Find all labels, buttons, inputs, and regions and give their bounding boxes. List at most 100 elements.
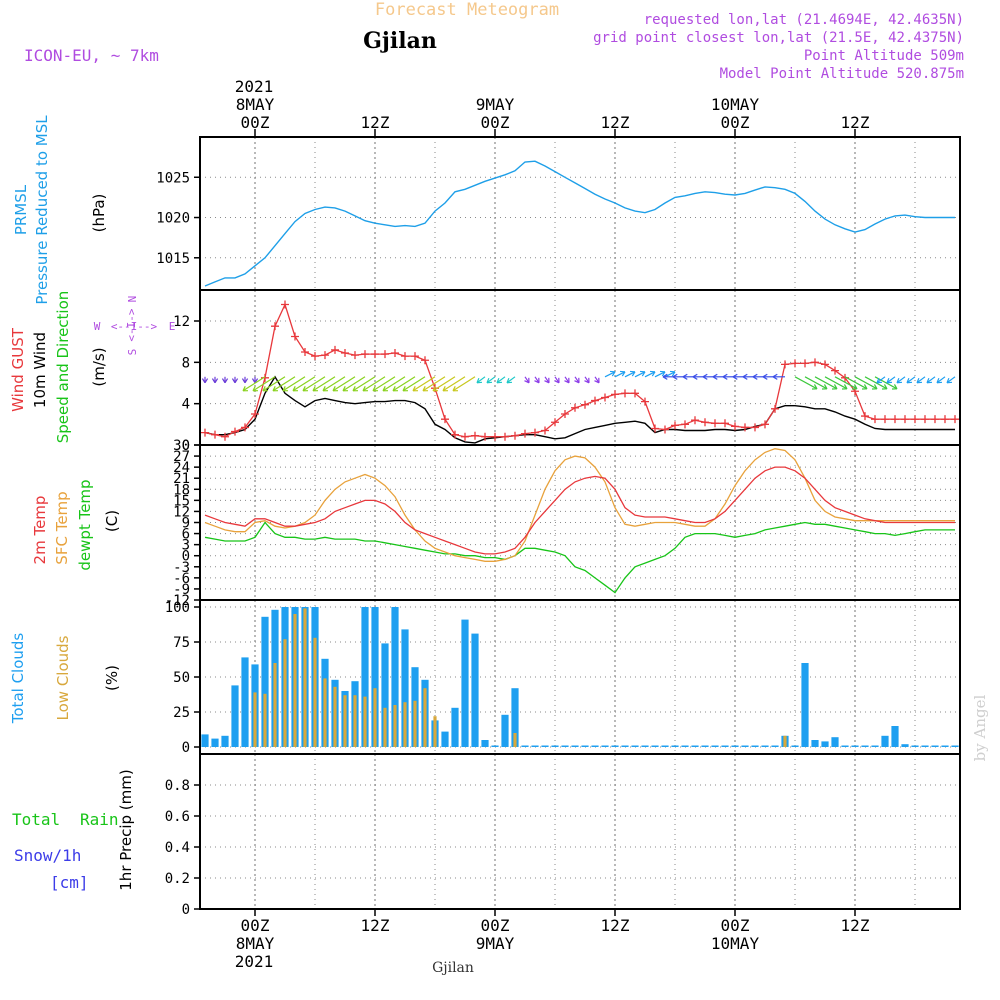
top-time-label: 00Z	[241, 113, 270, 132]
total-cloud-bar	[221, 735, 229, 747]
total-cloud-bar	[691, 745, 699, 747]
gust-marker	[901, 415, 909, 424]
wind-direction-arrowhead	[821, 384, 828, 390]
gust-marker	[751, 423, 759, 432]
top-time-label: 12Z	[361, 113, 390, 132]
snow-label: Snow/1h	[14, 846, 81, 865]
low-cloud-bar	[253, 692, 257, 747]
total-cloud-bar	[391, 607, 399, 747]
top-date-label: 8MAY	[236, 95, 275, 114]
low-cloud-bar	[293, 614, 297, 747]
gust-marker	[221, 432, 229, 441]
wind-direction-arrowhead	[524, 377, 530, 384]
wind-tick-label: 8	[182, 355, 190, 371]
compass-south: S	[126, 349, 139, 356]
top-time-label: 12Z	[601, 113, 630, 132]
gust-marker	[531, 428, 539, 437]
model-point-altitude: Model Point Altitude 520.875m	[720, 66, 964, 82]
total-cloud-bar	[211, 738, 219, 747]
wind-direction-arrowhead	[742, 373, 748, 380]
low-cloud-bar	[783, 735, 787, 747]
wind-direction-arrowhead	[564, 377, 570, 384]
total-cloud-bar	[601, 745, 609, 747]
panels: 10151020102504812-12-9-6-303691215182124…	[156, 136, 961, 918]
wind-direction-arrow	[534, 376, 540, 384]
wind-direction-arrow	[946, 376, 956, 384]
gust-marker	[681, 420, 689, 429]
wind-direction-arrowhead	[752, 373, 758, 380]
temperature-tick-label: 6	[182, 527, 190, 543]
total-cloud-bar	[361, 607, 369, 747]
wind-direction-arrow	[382, 376, 406, 392]
gust-marker	[421, 356, 429, 365]
total-rain-label-total: Total	[12, 810, 60, 829]
wind-direction-arrow	[604, 371, 616, 378]
wind-direction-arrowhead	[392, 386, 399, 392]
gust-marker	[371, 350, 379, 359]
sfc-temp-line	[204, 448, 955, 562]
wind-direction-arrowhead	[672, 373, 678, 380]
total-cloud-bar	[401, 629, 409, 747]
low-cloud-bar	[413, 700, 417, 747]
total-cloud-bar	[581, 745, 589, 747]
clouds-panel: 0 25 50 75 100	[165, 599, 961, 756]
grid-point-coordinates: grid point closest lon,lat (21.5E, 42.43…	[593, 30, 964, 46]
gust-marker	[761, 420, 769, 429]
gust-marker	[451, 430, 459, 439]
precipitation-tick-label: 0.2	[165, 871, 190, 887]
wind-direction-arrow	[352, 376, 376, 392]
total-cloud-bar	[811, 740, 819, 747]
wind-direction-arrowhead	[762, 373, 768, 380]
total-cloud-bar	[871, 745, 879, 747]
low-cloud-bar	[273, 663, 277, 747]
total-cloud-bar	[831, 737, 839, 747]
wind-direction-arrow	[372, 376, 396, 392]
gust-marker	[521, 429, 529, 438]
precipitation-tick-label: 0.4	[165, 840, 190, 856]
total-cloud-bar	[711, 745, 719, 747]
wind-direction-arrow	[614, 371, 626, 378]
bottom-date-label: 9MAY	[476, 934, 515, 953]
gust-marker	[641, 397, 649, 406]
dewpt-temp-line	[204, 521, 955, 594]
gust-marker	[791, 359, 799, 368]
temperature-tick-label: -6	[173, 571, 190, 587]
total-cloud-bar	[261, 616, 269, 747]
wind-direction-arrowhead	[292, 386, 299, 392]
gust-marker	[831, 366, 839, 375]
chart-subtitle: Forecast Meteogram	[375, 0, 559, 20]
wind-direction-arrowhead	[916, 377, 923, 384]
temperature-tick-label: 18	[173, 482, 190, 498]
total-cloud-bar	[731, 745, 739, 747]
total-cloud-bar	[951, 745, 959, 747]
wind-direction-arrowhead	[861, 384, 868, 390]
wind-direction-arrow	[476, 376, 486, 384]
total-cloud-bar	[451, 707, 459, 747]
total-cloud-bar	[511, 688, 519, 747]
clouds-tick-label: 75	[173, 635, 190, 651]
low-clouds-label: Low Clouds	[54, 635, 72, 720]
low-cloud-bar	[433, 716, 437, 747]
total-cloud-bar	[761, 745, 769, 747]
temperature-tick-label: 15	[173, 493, 190, 509]
bottom-year-label: 2021	[235, 952, 274, 971]
gust-marker	[351, 351, 359, 360]
prmsl-label: PRMSL	[12, 184, 30, 235]
wind-direction-arrow	[362, 376, 386, 392]
total-cloud-bar	[441, 731, 449, 747]
wind-direction-arrow	[554, 376, 560, 384]
gust-marker	[611, 390, 619, 399]
total-cloud-bar	[231, 685, 239, 747]
wind-direction-arrowhead	[534, 377, 540, 384]
gust-marker	[771, 404, 779, 413]
gust-marker	[581, 400, 589, 409]
wind-direction-arrow	[432, 376, 456, 392]
wind-direction-arrowhead	[201, 378, 209, 384]
temperature-tick-label: 27	[173, 449, 190, 465]
gust-marker	[951, 415, 959, 424]
gust-marker	[241, 423, 249, 432]
wind-direction-arrowhead	[432, 386, 439, 392]
gust-marker	[381, 350, 389, 359]
gust-marker	[701, 418, 709, 427]
clouds-tick-label: 100	[165, 600, 190, 616]
